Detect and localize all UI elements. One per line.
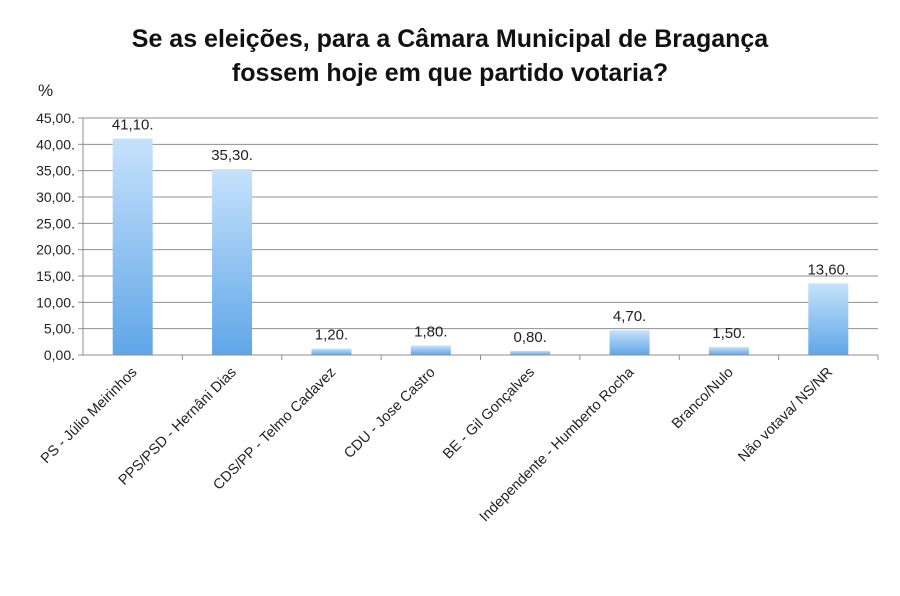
data-label: 13,60. bbox=[807, 261, 849, 278]
data-label: 4,70. bbox=[613, 308, 646, 325]
gridlines bbox=[78, 117, 878, 356]
bar bbox=[212, 169, 253, 355]
y-tick-label: 25,00. bbox=[36, 215, 75, 231]
y-tick-label: 20,00. bbox=[36, 242, 75, 258]
data-label: 1,20. bbox=[315, 327, 348, 344]
x-category-label: Independente - Humberto Rocha bbox=[477, 364, 638, 525]
bar bbox=[609, 330, 650, 355]
chart-title: Se as eleições, para a Câmara Municipal … bbox=[0, 22, 900, 90]
x-category-label: PS - Júlio Meirinhos bbox=[38, 365, 140, 467]
bar bbox=[311, 348, 352, 355]
bar bbox=[410, 345, 451, 355]
x-category-label: BE - Gil Gonçalves bbox=[440, 365, 538, 463]
data-label: 0,80. bbox=[514, 329, 547, 346]
y-tick-label: 10,00. bbox=[36, 294, 75, 310]
y-tick-label: 5,00. bbox=[44, 321, 75, 337]
chart-title-line-2: fossem hoje em que partido votaria? bbox=[231, 59, 669, 87]
bar bbox=[708, 347, 749, 355]
y-tick-label: 40,00. bbox=[36, 136, 75, 152]
x-category-label: Não votava/ NS/NR bbox=[735, 365, 836, 466]
x-category-label: CDU - Jose Castro bbox=[341, 365, 438, 462]
data-label: 35,30. bbox=[211, 147, 253, 164]
y-tick-label: 35,00. bbox=[36, 163, 75, 179]
bar bbox=[510, 350, 551, 355]
chart-title-line-1: Se as eleições, para a Câmara Municipal … bbox=[131, 25, 769, 53]
data-label: 41,10. bbox=[112, 117, 154, 134]
bars bbox=[112, 138, 849, 355]
y-tick-label: 30,00. bbox=[36, 189, 75, 205]
y-tick-label: 45,00. bbox=[36, 110, 75, 126]
y-tick-label: 15,00. bbox=[36, 268, 75, 284]
y-axis-tick-labels: 0,00. 5,00. 10,00. 15,00. 20,00. 25,00. 30,00.… bbox=[36, 110, 75, 363]
data-labels: 41,10. 35,30. 1,20. 1,80. 0,80. 4,70. 1,50. 13,… bbox=[112, 117, 849, 346]
y-tick-label: 0,00. bbox=[44, 347, 75, 363]
bar bbox=[808, 283, 849, 355]
data-label: 1,80. bbox=[414, 324, 447, 341]
data-label: 1,50. bbox=[712, 325, 745, 342]
y-axis-unit-label: % bbox=[38, 81, 53, 100]
bar bbox=[112, 138, 153, 355]
x-category-label: Branco/Nulo bbox=[669, 365, 737, 433]
